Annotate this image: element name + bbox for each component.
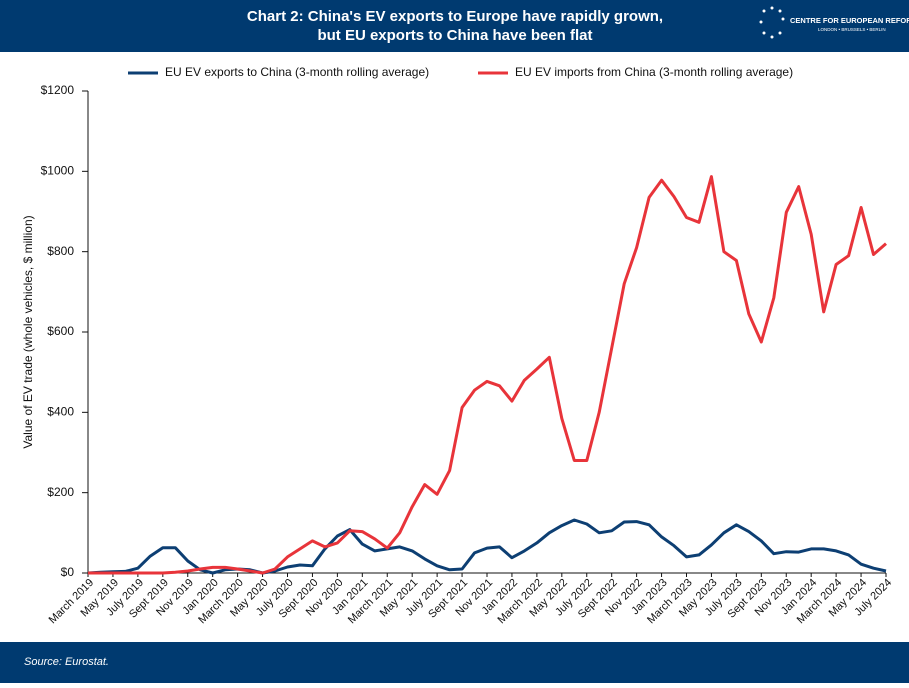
chart-title: but EU exports to China have been flat (317, 27, 592, 44)
y-tick-label: $1000 (41, 164, 75, 178)
y-tick-label: $600 (47, 324, 74, 338)
chart-title: Chart 2: China's EV exports to Europe ha… (247, 8, 663, 25)
logo-name: CENTRE FOR EUROPEAN REFORM (790, 16, 909, 25)
y-tick-label: $1200 (41, 83, 75, 97)
y-tick-label: $800 (47, 244, 74, 258)
y-tick-label: $0 (61, 565, 75, 579)
header-band (0, 0, 909, 52)
legend-label: EU EV imports from China (3-month rollin… (515, 65, 793, 79)
legend-label: EU EV exports to China (3-month rolling … (165, 65, 429, 79)
source: Source: Eurostat. (24, 656, 109, 668)
series-line (87, 518, 887, 575)
series-line (88, 175, 887, 575)
y-axis-label: Value of EV trade (whole vehicles, $ mil… (21, 215, 35, 448)
logo-stars (759, 6, 785, 39)
logo-cities: LONDON • BRUSSELS • BERLIN (818, 27, 886, 32)
footer-band (0, 642, 909, 683)
y-tick-label: $400 (47, 405, 74, 419)
y-tick-label: $200 (47, 485, 74, 499)
